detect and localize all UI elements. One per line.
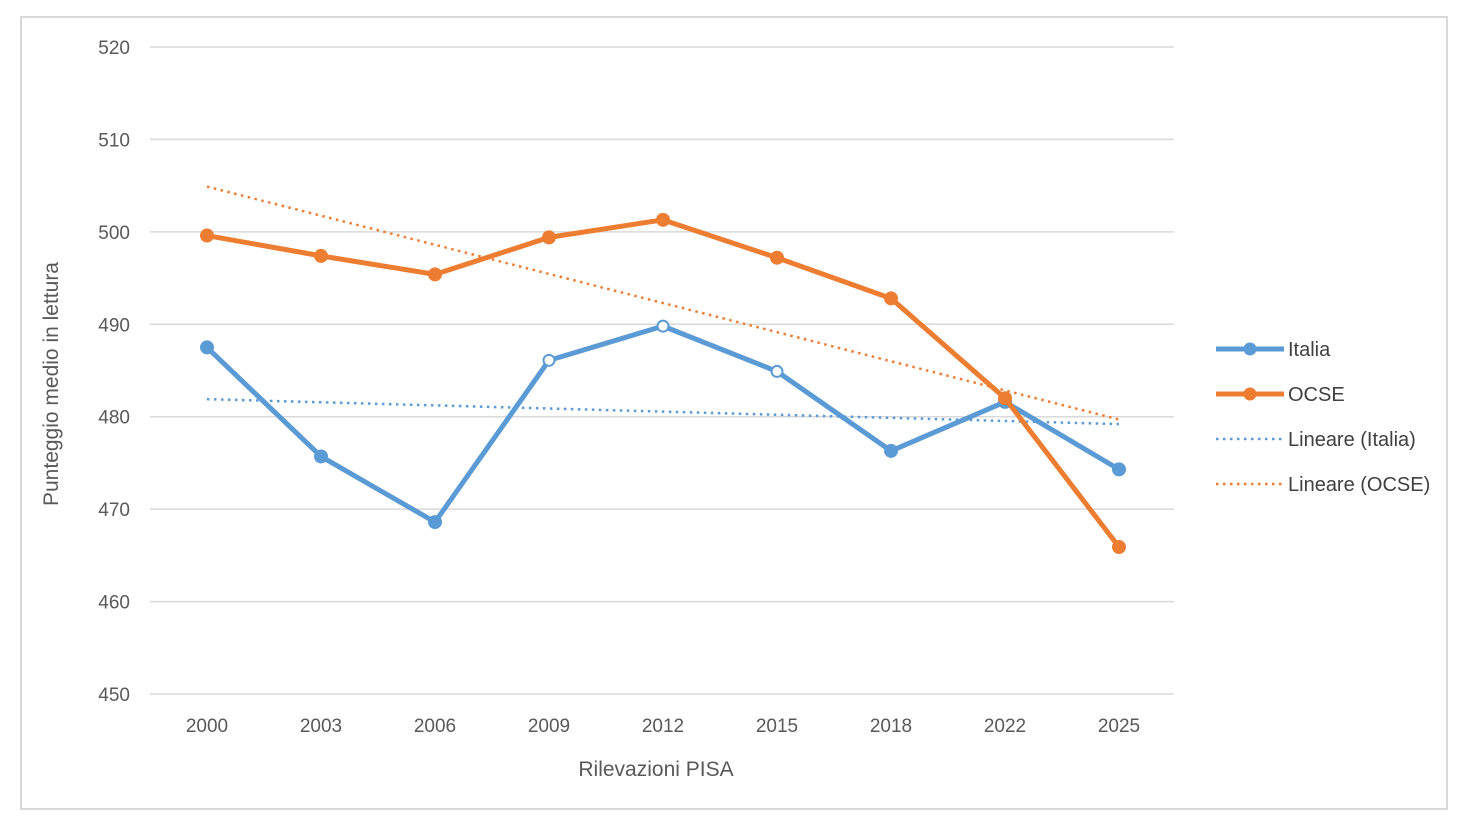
point-italia-2006	[428, 515, 442, 530]
x-tick-label: 2000	[186, 716, 228, 737]
legend-item-lineare-ocse: Lineare (OCSE)	[1216, 474, 1430, 496]
legend-label: Lineare (Italia)	[1288, 429, 1416, 451]
point-italia-2009	[542, 353, 556, 367]
x-tick-label: 2025	[1098, 716, 1140, 737]
point-italia-2000	[200, 340, 214, 355]
point-ocse-2006	[428, 267, 442, 282]
legend-marker	[1243, 342, 1257, 356]
x-tick-label: 2003	[300, 716, 342, 737]
y-axis-ticks: 450 460 470 480 490 500 510 520	[98, 38, 130, 706]
point-italia-2012	[656, 319, 670, 333]
x-tick-label: 2006	[414, 716, 456, 737]
y-tick-label: 460	[98, 593, 130, 614]
trendlines	[206, 185, 1120, 426]
legend-item-ocse: OCSE	[1216, 384, 1345, 406]
y-tick-label: 480	[98, 408, 130, 429]
legend-label: Italia	[1288, 339, 1331, 361]
point-italia-2018	[884, 443, 898, 458]
point-ocse-2009	[542, 230, 556, 245]
trendline-italia	[206, 397, 1120, 426]
series-ocse	[200, 212, 1126, 555]
legend-item-lineare-italia: Lineare (Italia)	[1216, 429, 1416, 451]
x-tick-label: 2018	[870, 716, 912, 737]
legend-item-italia: Italia	[1216, 339, 1331, 361]
x-tick-label: 2009	[528, 716, 570, 737]
point-ocse-2025	[1112, 540, 1126, 555]
chart-frame: 450 460 470 480 490 500 510 520 2000 2003 2006 200…	[20, 16, 1448, 810]
y-tick-label: 490	[98, 315, 130, 336]
point-italia-2003	[314, 449, 328, 464]
trendline-ocse	[206, 185, 1120, 421]
legend-label: OCSE	[1288, 384, 1345, 406]
point-ocse-2022	[998, 391, 1012, 406]
y-tick-label: 510	[98, 130, 130, 151]
y-tick-label: 500	[98, 223, 130, 244]
x-axis-ticks: 2000 2003 2006 2009 2012 2015 2018 2022 2025	[186, 716, 1140, 737]
y-axis-title: Punteggio medio in lettura	[40, 262, 63, 506]
point-ocse-2003	[314, 248, 328, 263]
y-tick-label: 520	[98, 38, 130, 59]
data-series	[200, 212, 1126, 555]
point-italia-2015	[770, 364, 784, 378]
legend-label: Lineare (OCSE)	[1288, 474, 1430, 496]
x-tick-label: 2022	[984, 716, 1026, 737]
series-line-italia	[204, 323, 1122, 525]
point-ocse-2015	[770, 250, 784, 265]
legend-marker	[1243, 387, 1257, 401]
x-axis-title: Rilevazioni PISA	[578, 758, 733, 781]
point-ocse-2000	[200, 228, 214, 243]
point-ocse-2018	[884, 291, 898, 306]
legend: Italia OCSE Lineare (Italia) Lineare (OCSE)	[1216, 339, 1430, 496]
gridlines	[150, 46, 1174, 695]
x-tick-label: 2015	[756, 716, 798, 737]
x-tick-label: 2012	[642, 716, 684, 737]
point-italia-2025	[1112, 462, 1126, 477]
y-tick-label: 470	[98, 500, 130, 521]
series-italia	[200, 319, 1126, 530]
y-tick-label: 450	[98, 685, 130, 706]
point-ocse-2012	[656, 212, 670, 227]
